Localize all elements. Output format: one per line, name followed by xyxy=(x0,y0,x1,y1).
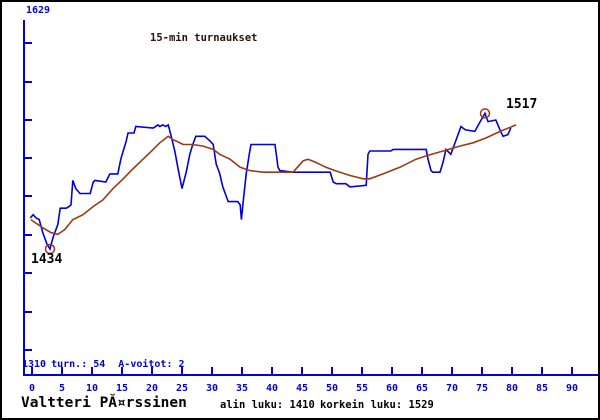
series-rating-line xyxy=(29,111,512,252)
tournament-count-label: turn.: 54 xyxy=(51,359,106,370)
y-axis-bottom-label: 1310 xyxy=(22,359,47,370)
x-tick-label: 60 xyxy=(385,383,399,394)
x-tick-label: 65 xyxy=(415,383,429,394)
stats-row: 1310 turn.: 54 A-voitot: 2 xyxy=(22,359,185,370)
x-tick-label: 85 xyxy=(535,383,549,394)
y-axis-top-label: 1629 xyxy=(26,5,51,16)
x-tick-label: 35 xyxy=(235,383,249,394)
annotation-high-point: 1517 xyxy=(506,97,538,112)
marker-circle xyxy=(479,108,491,119)
x-tick-label: 90 xyxy=(565,383,579,394)
x-tick-label: 15 xyxy=(115,383,129,394)
marker-circle xyxy=(44,243,56,255)
chart-title: 15-min turnaukset xyxy=(150,32,258,44)
x-tick-label: 75 xyxy=(475,383,489,394)
x-tick-label: 30 xyxy=(205,383,219,394)
annotation-low-point: 1434 xyxy=(31,252,63,267)
highest-value-label: korkein luku: 1529 xyxy=(320,399,434,411)
player-name: Valtteri PĂ¤rssinen xyxy=(21,395,187,411)
x-tick-label: 10 xyxy=(85,383,99,394)
x-tick-label: 55 xyxy=(355,383,369,394)
x-tick-label: 50 xyxy=(325,383,339,394)
lowest-value-label: alin luku: 1410 xyxy=(220,399,315,411)
x-tick-label: 80 xyxy=(505,383,519,394)
x-tick-label: 25 xyxy=(175,383,189,394)
x-tick-label: 45 xyxy=(295,383,309,394)
x-tick-label: 70 xyxy=(445,383,459,394)
x-tick-label: 0 xyxy=(28,383,36,394)
x-tick-label: 5 xyxy=(58,383,66,394)
series-average-line xyxy=(30,124,517,236)
x-tick-label: 40 xyxy=(265,383,279,394)
a-wins-label: A-voitot: 2 xyxy=(118,359,185,370)
x-tick-label: 20 xyxy=(145,383,159,394)
